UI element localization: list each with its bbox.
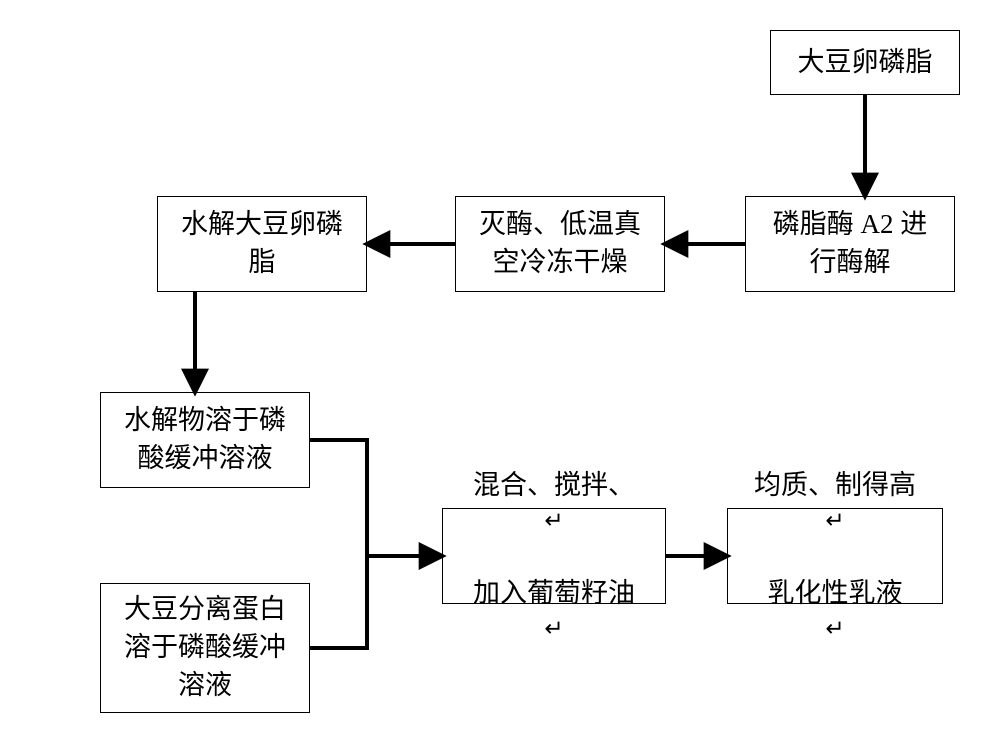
node-label: 大豆卵磷脂 — [798, 44, 933, 82]
node-label: 大豆分离蛋白 溶于磷酸缓冲 溶液 — [124, 591, 286, 704]
node-label: 混合、搅拌、↵加入葡萄籽油↵ — [473, 467, 635, 645]
node-enzyme-inactivation-freeze-dry: 灭酶、低温真 空冷冻干燥 — [455, 196, 665, 292]
node-hydrolysate-buffer: 水解物溶于磷 酸缓冲溶液 — [100, 392, 310, 488]
node-input-soy-lecithin: 大豆卵磷脂 — [770, 30, 960, 95]
node-label: 水解物溶于磷 酸缓冲溶液 — [124, 402, 286, 478]
node-homogenize-emulsion: 均质、制得高↵乳化性乳液↵ — [727, 508, 943, 604]
node-hydrolyzed-soy-lecithin: 水解大豆卵磷 脂 — [157, 196, 367, 292]
node-mix-stir-grapeseed-oil: 混合、搅拌、↵加入葡萄籽油↵ — [442, 508, 666, 604]
node-label: 水解大豆卵磷 脂 — [181, 206, 343, 282]
node-label: 均质、制得高↵乳化性乳液↵ — [754, 467, 916, 645]
node-label: 磷脂酶 A2 进 行酶解 — [773, 206, 928, 282]
node-soy-protein-isolate-buffer: 大豆分离蛋白 溶于磷酸缓冲 溶液 — [100, 583, 310, 713]
node-label: 灭酶、低温真 空冷冻干燥 — [479, 206, 641, 282]
flowchart-canvas: 大豆卵磷脂 磷脂酶 A2 进 行酶解 灭酶、低温真 空冷冻干燥 水解大豆卵磷 脂… — [0, 0, 1000, 754]
node-phospholipase-a2-hydrolysis: 磷脂酶 A2 进 行酶解 — [745, 196, 955, 292]
